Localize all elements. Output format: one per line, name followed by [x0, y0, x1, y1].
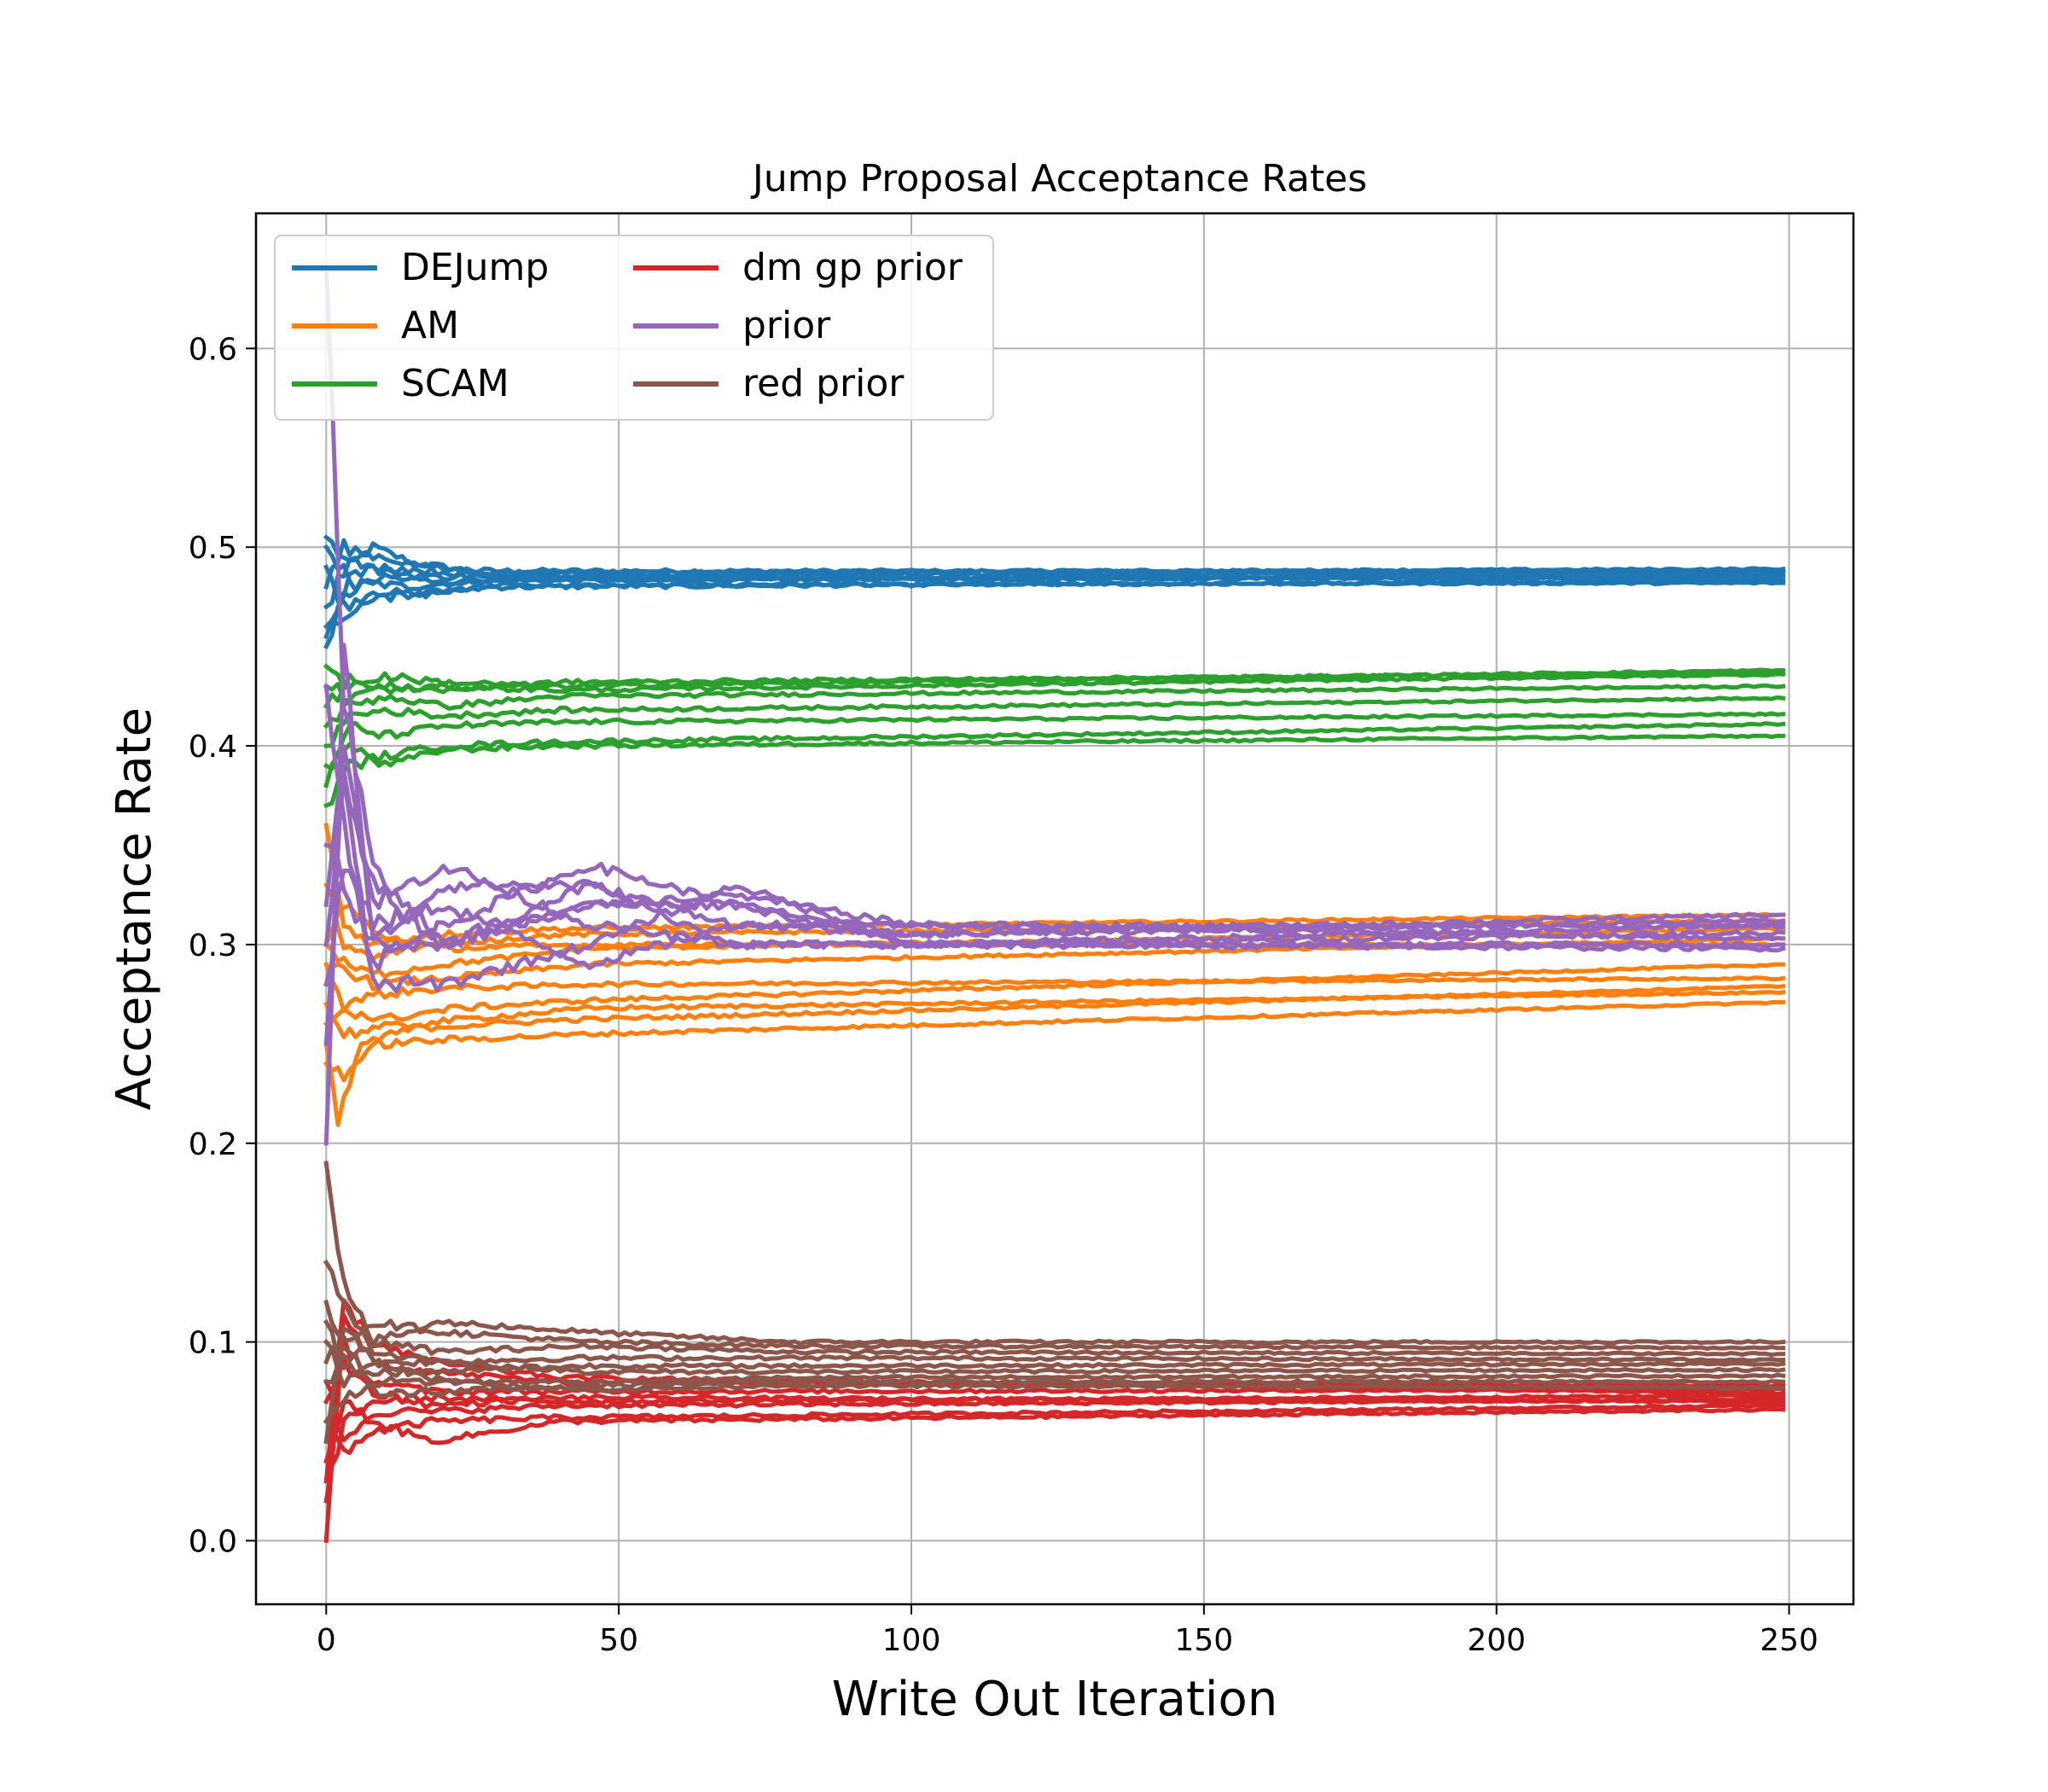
series-line	[323, 721, 1786, 809]
legend-label: red prior	[742, 362, 905, 405]
legend-label: DEJump	[401, 246, 549, 289]
x-tick-label: 0	[317, 1623, 336, 1658]
series-line	[323, 868, 1786, 987]
series-line	[323, 579, 1786, 640]
x-tick-label: 150	[1174, 1623, 1233, 1658]
y-tick-label: 0.1	[189, 1326, 237, 1361]
x-axis-label: Write Out Iteration	[832, 1672, 1278, 1727]
series-line	[323, 683, 1786, 730]
series-line	[323, 1345, 1786, 1399]
series-line	[323, 538, 1786, 590]
y-tick-label: 0.2	[189, 1127, 237, 1162]
series-line	[323, 711, 1786, 788]
x-tick-label: 250	[1760, 1623, 1818, 1658]
legend-label: prior	[742, 304, 831, 347]
series-line	[323, 1399, 1786, 1464]
series-line	[323, 1318, 1786, 1393]
y-tick-label: 0.3	[189, 928, 237, 963]
legend-label: dm gp prior	[742, 246, 963, 289]
series-line	[323, 672, 1786, 709]
plot-frame	[254, 212, 1855, 1606]
series-line	[323, 1300, 1786, 1351]
legend: DEJump AM SCAM dm gp prior prior red prior	[274, 235, 994, 421]
legend-label: SCAM	[401, 362, 509, 405]
series-line	[323, 695, 1786, 748]
axis-ticks: 0 50 100 150 200 250 0.0 0.1 0.2 0.3 0.4 0.5 0.6	[189, 332, 1818, 1658]
series-line	[323, 989, 1786, 1039]
y-tick-label: 0.4	[189, 730, 237, 765]
series-line	[323, 669, 1786, 703]
series-line	[323, 823, 1786, 948]
series-line	[323, 733, 1786, 771]
y-tick-label: 0.5	[189, 531, 237, 566]
legend-label: AM	[401, 304, 459, 347]
series-line	[323, 1260, 1786, 1376]
x-tick-label: 100	[882, 1623, 941, 1658]
x-tick-label: 50	[599, 1623, 638, 1658]
series-line	[323, 562, 1786, 630]
series-line	[323, 962, 1786, 1027]
y-axis-label: Acceptance Rate	[107, 707, 162, 1110]
series-line	[323, 1326, 1786, 1444]
series-line	[323, 1339, 1786, 1389]
series-line	[323, 961, 1786, 1014]
series-line	[323, 1337, 1786, 1384]
x-tick-label: 200	[1467, 1623, 1526, 1658]
chart-title: Jump Proposal Acceptance Rates	[750, 157, 1367, 201]
y-tick-label: 0.6	[189, 332, 237, 367]
series-lines	[323, 266, 1786, 1544]
series-line	[323, 768, 1786, 951]
series-line	[323, 1161, 1786, 1347]
series-line	[323, 1357, 1786, 1410]
y-tick-label: 0.0	[189, 1524, 237, 1559]
series-line	[323, 999, 1786, 1083]
series-line	[323, 1372, 1786, 1425]
